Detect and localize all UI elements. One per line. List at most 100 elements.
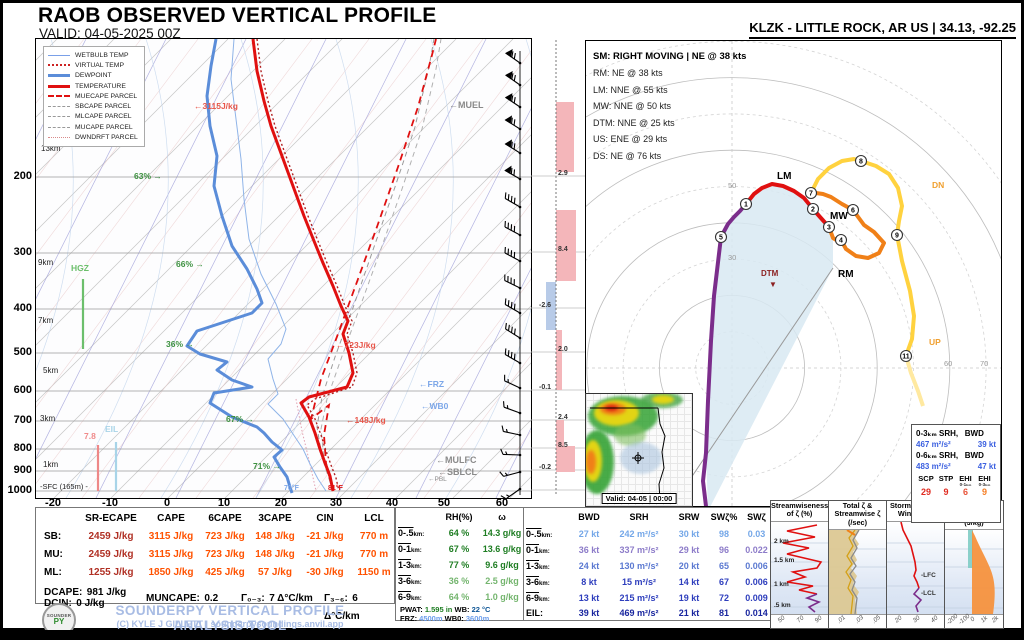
temp-tick: 20 [274,497,288,509]
rh-value: 67 % [448,544,470,554]
decor [513,74,516,82]
decor [504,226,521,236]
wind-barb-icon [504,115,521,130]
row-label: EIL: [526,608,570,618]
legend-label: VIRTUAL TEMP [75,61,124,69]
x-tick: 70 [795,614,806,625]
pressure-tick: 500 [13,346,32,358]
dry-adiabat-line [366,278,531,498]
decor [513,197,516,204]
srh-area [706,184,833,506]
height-marker-label: 6 [851,208,855,215]
bwd-value: 27 kt [578,529,600,539]
decor [500,495,507,498]
isotherm-line [338,305,531,498]
decor [503,471,521,477]
srh-0-3-value: 467 m²/s² [916,440,951,449]
mixing-value: 1.0 g/kg [485,592,519,602]
height-marker-icon [804,186,818,200]
wind-barb-icon [499,471,521,477]
dewpoint-line-icon [48,74,70,78]
col-header: SR-ECAPE [85,513,137,524]
layer-sub: km: [413,532,425,538]
bwd-value: 24 kt [578,561,600,571]
swzpct-value: 96 [718,545,729,555]
wind-barb-icon [504,274,521,289]
spacer [40,513,80,524]
x-tick: 30 [911,614,922,625]
cell: 2459 J/kg [88,549,134,560]
scp-header: SCP [918,474,934,483]
omega-value: 2.4 [558,414,568,421]
wb-label: WB: [454,605,470,614]
decor [511,51,514,58]
y-label: .5 km [774,602,791,609]
ehi1-sub: 0-1ₖₘ [959,482,972,487]
surface-dewpoint-f: 70°F [284,485,299,492]
decor [504,139,513,148]
isotherm-line [36,39,457,460]
spacer [398,512,440,522]
layer-num: 1-3 [398,560,412,570]
x-tick: 20 [893,614,904,625]
srh-value: 337 m²/s² [619,545,659,555]
decor [505,304,521,314]
height-marker-label: 7 [809,191,813,198]
height-marker-label: 9 [895,233,899,240]
decor [507,276,509,283]
panel-title: Streamwiseness of ζ (%) [771,501,828,519]
mixing-ratio-line [255,39,487,498]
decor [504,472,508,476]
title-line: (/sec) [847,517,868,527]
wind-barb-icon [504,192,521,208]
height-marker-icon [846,203,860,217]
dtm-marker: DTM [761,269,779,278]
decor [505,328,521,339]
radar-echo [586,450,596,474]
row-label: 0-1km: [398,544,440,554]
decor [510,141,513,148]
ehi1-header: EHI [959,474,972,483]
pressure-tick: 700 [13,414,32,426]
temp-tick: 50 [437,497,451,509]
row-label: 0-1km: [526,545,570,555]
decor [504,115,513,124]
height-marker-icon [899,349,913,363]
row-label: 6-9km: [526,593,570,603]
sblcl-label: ←SBLCL [438,467,477,477]
lfc-label: -LFC [921,572,936,579]
temp-tick: -20 [45,497,61,509]
dry-adiabat-line [138,39,484,498]
kin-row: 1-3km: 24 kt 130 m²/s² 20 kt 65 0.006 [526,561,773,571]
row-label: 3-6km: [398,576,440,586]
srw-value: 19 kt [678,593,700,603]
decor [510,277,512,284]
ehi3-header: EHI [978,474,991,483]
cell: 3115 J/kg [148,531,194,542]
legend-label: MUECAPE PARCEL [75,92,138,100]
isotherm-line [36,39,229,232]
frz-label: FRZ: [400,614,418,623]
cin-cape-fills [945,530,1003,614]
page-title: RAOB OBSERVED VERTICAL PROFILE [38,4,437,27]
zeta-curves [829,529,886,615]
title-line: Total ζ & [842,501,873,510]
wind-barb-icon [505,70,521,86]
dwndrft-parcel-curve [295,398,317,492]
decor [513,97,516,104]
srh-info-box: 0-3ₖₘ SRH, BWD 467 m²/s² 39 kt 0-6ₖₘ SRH,… [911,424,1001,523]
srh-0-3-label: 0-3ₖₘ SRH, BWD [916,429,984,438]
rh-annotation: 67% → [226,414,254,424]
isotherm-line [36,39,400,403]
surface-temp-f: 81°F [328,485,343,492]
kin-row: 0-.5km: 27 kt 242 m²/s² 30 kt 98 0.03 [526,529,773,539]
logo-text-bottom: PY [53,617,65,626]
pwat-label: PWAT: [400,605,423,614]
decor [510,117,513,124]
omega-value: -0.1 [539,384,552,391]
decor [506,405,509,409]
cell: -30 J/kg [306,567,344,578]
row-label: 0-.5km: [526,529,570,539]
decor [513,169,516,176]
cape6-label: ←723J/kg [336,340,376,350]
